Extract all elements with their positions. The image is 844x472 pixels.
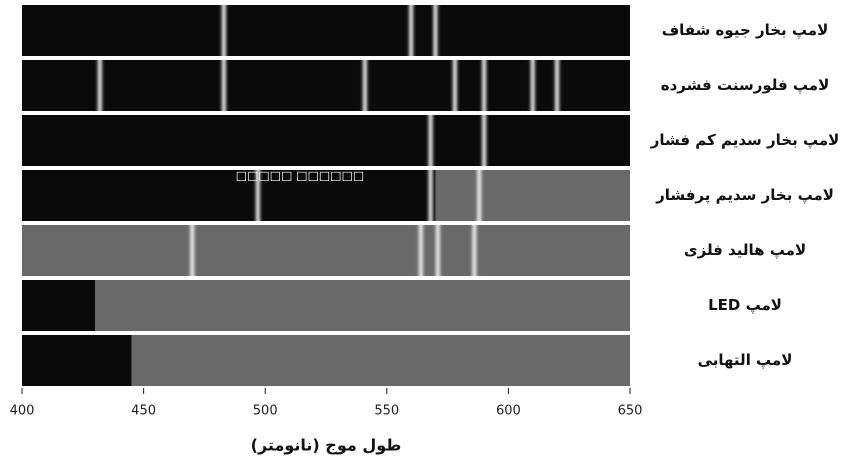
continuum-band — [131, 335, 630, 386]
row-label: لامپ فلورسنت فشرده — [661, 76, 830, 94]
continuum-band — [22, 225, 630, 276]
continuum-band — [435, 170, 630, 221]
emission-line — [452, 60, 457, 111]
x-tick-label: 450 — [131, 404, 156, 419]
emission-line — [555, 60, 560, 111]
emission-line — [435, 225, 440, 276]
spectrum-row — [22, 60, 630, 111]
emission-line — [409, 5, 414, 56]
x-tick-label: 500 — [253, 404, 278, 419]
emission-line — [221, 60, 226, 111]
spectrum-row — [22, 115, 630, 166]
row-label: لامپ هالید فلزی — [684, 241, 806, 259]
x-tick-label: 400 — [10, 404, 35, 419]
emission-line — [362, 60, 367, 111]
emission-line — [433, 5, 438, 56]
emission-line — [418, 225, 423, 276]
emission-line — [530, 60, 535, 111]
emission-line — [477, 170, 482, 221]
emission-line — [428, 115, 433, 166]
x-tick-label: 650 — [618, 404, 643, 419]
annotation: □□□□□ □□□□□□ — [236, 169, 365, 183]
row-label: لامپ LED — [708, 296, 782, 314]
emission-line — [472, 225, 477, 276]
emission-line — [482, 60, 487, 111]
row-label: لامپ التهابی — [698, 351, 793, 369]
x-tick-label: 550 — [374, 404, 399, 419]
emission-line — [428, 170, 433, 221]
x-tick-label: 600 — [496, 404, 521, 419]
x-axis-label: طول موج (نانومتر) — [251, 436, 402, 455]
row-label: لامپ بخار جیوه شفاف — [662, 21, 829, 39]
emission-line — [482, 115, 487, 166]
row-label: لامپ بخار سدیم کم فشار — [650, 131, 840, 149]
continuum-band — [94, 280, 630, 331]
row-label: لامپ بخار سدیم پرفشار — [655, 186, 834, 205]
emission-line — [221, 5, 226, 56]
emission-line — [190, 225, 195, 276]
emission-line — [97, 60, 102, 111]
emission-line — [255, 170, 260, 221]
spectrum-row — [22, 5, 630, 56]
